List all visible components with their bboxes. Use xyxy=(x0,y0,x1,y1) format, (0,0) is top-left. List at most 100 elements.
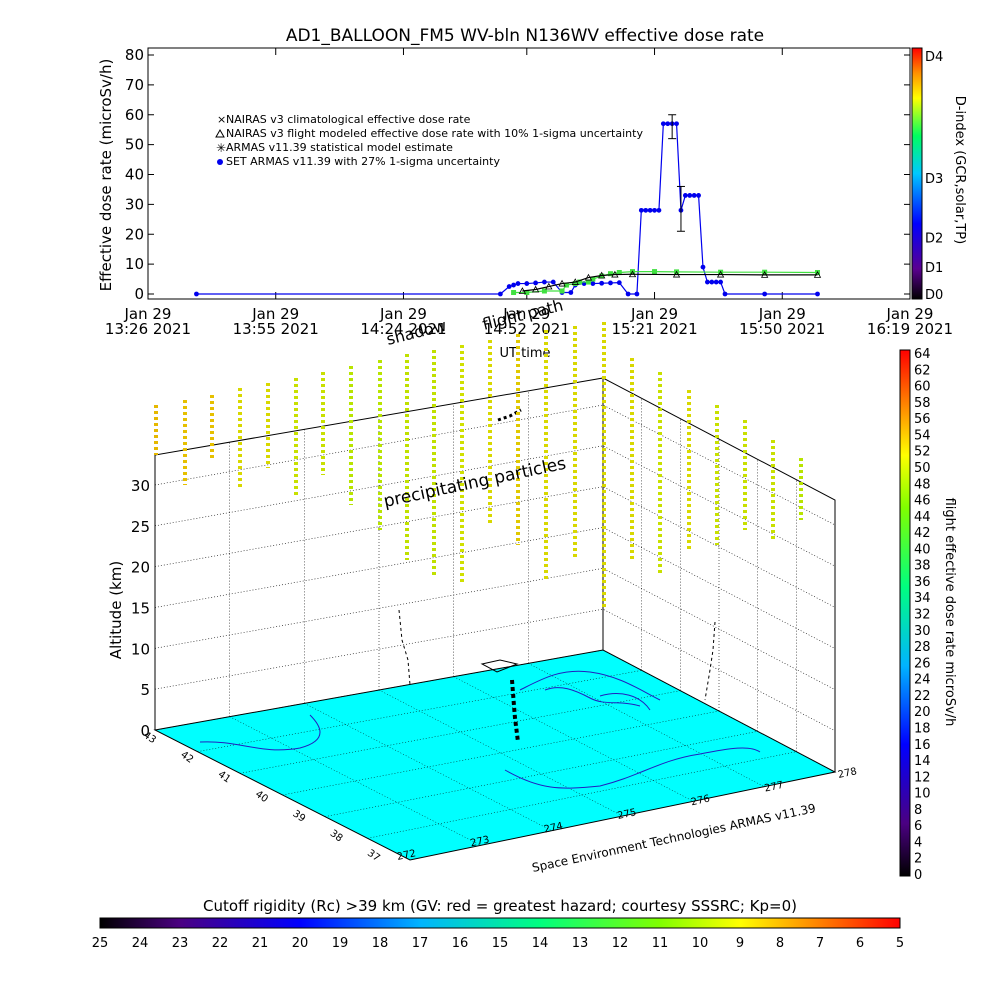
y-tick-label: 60 xyxy=(125,106,144,124)
rc-tick-label: 6 xyxy=(856,936,864,951)
x-tick-label: 15:50 2021 xyxy=(739,320,825,338)
ground-gridline xyxy=(282,710,720,796)
dose-tick-label: 44 xyxy=(914,510,931,525)
rc-colorbar: Cutoff rigidity (Rc) >39 km (GV: red = g… xyxy=(92,897,904,951)
x-tick-label: 13:26 2021 xyxy=(105,320,191,338)
dose-tick-label: 52 xyxy=(914,445,931,460)
dose-tick-label: 40 xyxy=(914,542,931,557)
legend-label: ARMAS v11.39 statistical model estimate xyxy=(226,141,453,154)
series-line xyxy=(522,273,818,292)
data-point xyxy=(550,279,556,285)
altitude-tick-label: 10 xyxy=(131,640,150,658)
x-tick-label: 13:55 2021 xyxy=(233,320,319,338)
dose-tick-label: 60 xyxy=(914,380,931,395)
dose-tick-label: 58 xyxy=(914,396,931,411)
dindex-tick-label: D2 xyxy=(925,231,943,246)
data-point xyxy=(672,270,681,278)
data-point xyxy=(572,281,578,287)
data-point xyxy=(815,291,820,297)
data-point xyxy=(542,279,547,285)
rc-tick-label: 8 xyxy=(776,936,784,951)
rc-tick-label: 24 xyxy=(132,936,149,951)
longitude-tick-label: 272 xyxy=(396,848,417,863)
dose-tick-label: 14 xyxy=(914,754,931,769)
rc-colorbar-title: Cutoff rigidity (Rc) >39 km (GV: red = g… xyxy=(203,897,797,915)
dose-tick-label: 42 xyxy=(914,526,931,541)
data-point xyxy=(625,291,631,297)
latitude-tick-label: 40 xyxy=(253,789,270,805)
data-point xyxy=(704,279,710,285)
dose-tick-label: 6 xyxy=(914,819,922,834)
dindex-tick-label: D3 xyxy=(925,172,943,187)
dose-tick-label: 32 xyxy=(914,608,931,623)
data-point xyxy=(718,279,724,285)
coastline-left xyxy=(199,714,321,751)
data-point xyxy=(497,291,503,297)
dose-tick-label: 2 xyxy=(914,852,922,867)
data-point xyxy=(590,276,596,282)
data-point xyxy=(194,291,199,297)
altitude-tick-label: 0 xyxy=(140,722,150,740)
data-point xyxy=(515,281,521,286)
dose-tick-label: 10 xyxy=(914,787,931,802)
legend-label: NAIRAS v3 climatological effective dose … xyxy=(226,113,471,126)
altitude-tick-label: 30 xyxy=(131,477,150,495)
altitude-tick-label: 20 xyxy=(131,559,150,577)
longitude-tick-label: 274 xyxy=(543,821,564,836)
wall-gridline xyxy=(154,527,836,649)
x-tick-label: Jan 29 xyxy=(379,305,427,323)
latitude-tick-label: 41 xyxy=(216,769,233,785)
data-point xyxy=(511,282,516,288)
data-point xyxy=(607,271,613,277)
dindex-tick-group: D0 D1 D2 D3 D4 xyxy=(925,50,943,303)
rc-tick-label: 10 xyxy=(692,936,709,951)
flight-path-outline xyxy=(480,659,519,673)
x-tick-label: Jan 29 xyxy=(886,305,934,323)
longitude-tick-label: 273 xyxy=(469,835,490,850)
data-point xyxy=(656,207,662,213)
dose-tick-label: 8 xyxy=(914,803,922,818)
dindex-tick-label: D0 xyxy=(925,288,943,303)
x-tick-label: 14:24 2021 xyxy=(360,320,446,338)
legend-marker-dot xyxy=(217,159,223,165)
x-tick-label: Jan 29 xyxy=(630,305,678,323)
rc-tick-label: 17 xyxy=(412,936,429,951)
dose-tick-label: 56 xyxy=(914,412,931,427)
legend-item-nairas-flight: NAIRAS v3 flight modeled effective dose … xyxy=(215,127,643,140)
dose-tick-label: 28 xyxy=(914,640,931,655)
dose-tick-label: 24 xyxy=(914,673,931,688)
dose-tick-label: 38 xyxy=(914,559,931,574)
data-point xyxy=(687,193,693,198)
longitude-tick-label: 278 xyxy=(837,766,858,781)
latitude-tick-label: 39 xyxy=(290,808,307,824)
y-tick-label: 0 xyxy=(134,285,144,303)
data-point xyxy=(545,282,553,290)
y-tick-label: 30 xyxy=(125,195,144,213)
data-point xyxy=(559,288,565,294)
ground-gridline xyxy=(378,689,623,817)
legend-marker-star: ✳ xyxy=(216,141,226,155)
dose-tick-label: 20 xyxy=(914,705,931,720)
data-point xyxy=(682,193,688,198)
data-point xyxy=(616,280,622,286)
dose-tick-label: 62 xyxy=(914,363,931,378)
dindex-tick-label: D1 xyxy=(925,261,943,276)
altitude-axis-label: Altitude (km) xyxy=(107,561,125,659)
dose-tick-label: 18 xyxy=(914,721,931,736)
data-point xyxy=(696,193,701,198)
flight-path-right xyxy=(704,621,716,701)
x-tick-label: 14:52 2021 xyxy=(484,320,570,338)
dose-tick-group: 0246810121416182022242628303234363840424… xyxy=(914,347,931,883)
rc-tick-label: 25 xyxy=(92,936,109,951)
error-bar-group xyxy=(668,114,685,232)
data-point xyxy=(813,271,822,278)
data-point xyxy=(524,281,530,286)
annotation-precipitating-particles: precipitating particles xyxy=(382,454,568,512)
precipitating-particle-columns xyxy=(154,322,803,610)
dindex-tick-label: D4 xyxy=(925,50,943,65)
dose-tick-label: 54 xyxy=(914,428,931,443)
data-point xyxy=(713,279,719,285)
ground-gridline xyxy=(304,703,552,831)
